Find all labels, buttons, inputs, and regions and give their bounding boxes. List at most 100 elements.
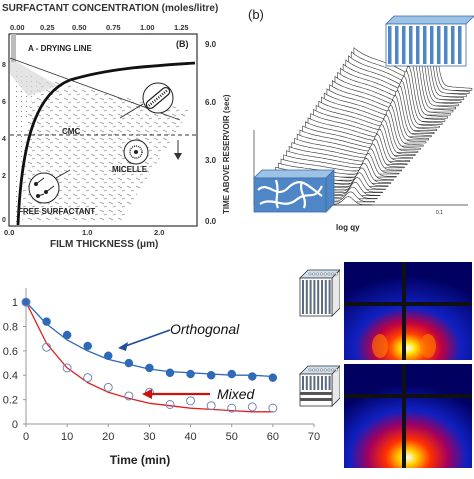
ortho-stripe	[324, 280, 327, 314]
top-tick: 1.25	[174, 23, 189, 32]
ortho-stripe	[309, 280, 312, 314]
top-tick: 0.00	[10, 23, 25, 32]
top-tick: 0.50	[72, 23, 87, 32]
x-axis-title: Time (min)	[110, 453, 170, 467]
mixed-stripe	[309, 376, 312, 390]
dotted-region	[12, 70, 40, 222]
data-point-mixed	[227, 403, 237, 413]
gisaxs-image-mixed	[344, 364, 472, 468]
free-surfactant-label: FREE SURFACTANT	[18, 207, 95, 216]
data-point-mixed	[247, 402, 257, 412]
mixed-pore	[331, 368, 335, 372]
ortho-pore	[308, 272, 312, 276]
phase-diagram-svg: SURFACTANT CONCENTRATION (moles/litre) 0…	[2, 3, 231, 250]
data-point-mixed	[165, 399, 175, 409]
data-point-orthogonal	[42, 317, 51, 326]
right-tick: 3.0	[205, 156, 217, 165]
y-tick-label: 0	[12, 419, 18, 431]
mixed-stripe	[317, 376, 320, 390]
data-point-orthogonal	[165, 368, 175, 378]
data-point-mixed	[21, 297, 31, 307]
hex-stripe	[402, 26, 406, 64]
rod-micelle-icon	[145, 86, 171, 110]
mixed-pore	[323, 368, 327, 372]
mixed-stripe	[324, 376, 327, 390]
ortho-stripe	[302, 280, 304, 314]
ortho-pore	[331, 272, 335, 276]
rod-pointer	[119, 103, 144, 119]
top-tick: 0.25	[40, 23, 55, 32]
panel-letter-b-lower: (b)	[248, 7, 264, 22]
hex-stripe	[430, 26, 434, 64]
orthogonal-arrow	[119, 329, 171, 349]
left-tick: 4	[2, 136, 6, 143]
data-point-mixed	[268, 403, 278, 413]
data-point-mixed	[42, 342, 52, 352]
mixed-label: Mixed	[217, 386, 256, 402]
data-points	[21, 297, 278, 413]
down-arrow-head	[174, 153, 182, 160]
data-point-orthogonal	[62, 330, 72, 340]
saxs-waterfall-panel: (b) log qy 0.1	[236, 0, 474, 250]
ortho-stripe	[313, 280, 316, 314]
hex-stripe	[409, 26, 413, 64]
waterfall-svg: (b) log qy 0.1	[248, 7, 474, 232]
hex-stripe	[416, 26, 420, 64]
panel-letter-b: (B)	[176, 39, 189, 49]
mixed-stripe	[302, 376, 304, 390]
top-axis-title: SURFACTANT CONCENTRATION (moles/litre)	[2, 3, 218, 14]
hex-stripe	[458, 26, 462, 64]
top-tick: 0.75	[106, 23, 121, 32]
data-point-orthogonal	[248, 372, 257, 381]
data-point-mixed	[103, 382, 113, 392]
x-tick-label: 50	[226, 431, 238, 443]
x-tick-label: 20	[102, 431, 114, 443]
data-point-orthogonal	[186, 369, 195, 379]
data-point-mixed	[83, 373, 93, 383]
data-point-orthogonal	[268, 373, 278, 382]
ortho-stripe	[305, 280, 308, 314]
hex-stripe	[388, 26, 392, 64]
data-point-mixed	[124, 391, 134, 401]
x-tick-label: 10	[61, 431, 73, 443]
micelle-core	[134, 150, 138, 154]
hex-stripe	[395, 26, 399, 64]
ortho-pore	[316, 272, 319, 276]
film-thickness-label: FILM THICKNESS (μm)	[50, 239, 158, 250]
mixed-pore	[319, 368, 323, 372]
ortho-stripe	[317, 280, 320, 314]
shaded-wedge	[10, 58, 58, 96]
y-tick-label: 1	[12, 297, 18, 309]
decay-chart-panel: 0 10 20 30 40 50 60 70 0 0.2 0.4 0.6 0.8 1 Time (min) …	[0, 256, 341, 474]
data-point-orthogonal	[104, 351, 113, 360]
ortho-pore	[319, 272, 323, 276]
data-point-orthogonal	[145, 363, 154, 373]
mixed-pore	[312, 368, 316, 372]
data-point-mixed	[62, 363, 72, 373]
top-tick: 1.00	[140, 23, 155, 32]
data-point-mixed	[206, 401, 216, 411]
bottom-tick: 1.0	[82, 228, 92, 237]
micelle-label: MICELLE	[112, 165, 148, 174]
orthogonal-label: Orthogonal	[170, 321, 240, 337]
mixed-arrow-head	[142, 389, 152, 399]
right-tick: 9.0	[205, 40, 217, 49]
hex-stripe	[423, 26, 427, 64]
hex-stripe	[451, 26, 455, 64]
gisaxs-images-panel	[340, 256, 474, 474]
x-tick-label: 40	[184, 431, 196, 443]
x-tick-label: 30	[143, 431, 155, 443]
mixed-pore	[327, 368, 331, 372]
data-point-orthogonal	[227, 369, 236, 379]
mixed-structure-icon	[299, 365, 341, 407]
bottom-tick: 0.0	[4, 228, 14, 237]
wormlike-block-icon	[253, 169, 335, 213]
log-qy-label: log qy	[336, 223, 360, 232]
right-axis-title: TIME ABOVE RESERVOIR (sec)	[222, 94, 231, 214]
x-tick-label: 60	[267, 431, 279, 443]
hex-stripe	[444, 26, 448, 64]
q-tick-label: 0.1	[436, 210, 443, 216]
right-tick: 6.0	[205, 98, 217, 107]
data-point-orthogonal	[124, 358, 134, 368]
